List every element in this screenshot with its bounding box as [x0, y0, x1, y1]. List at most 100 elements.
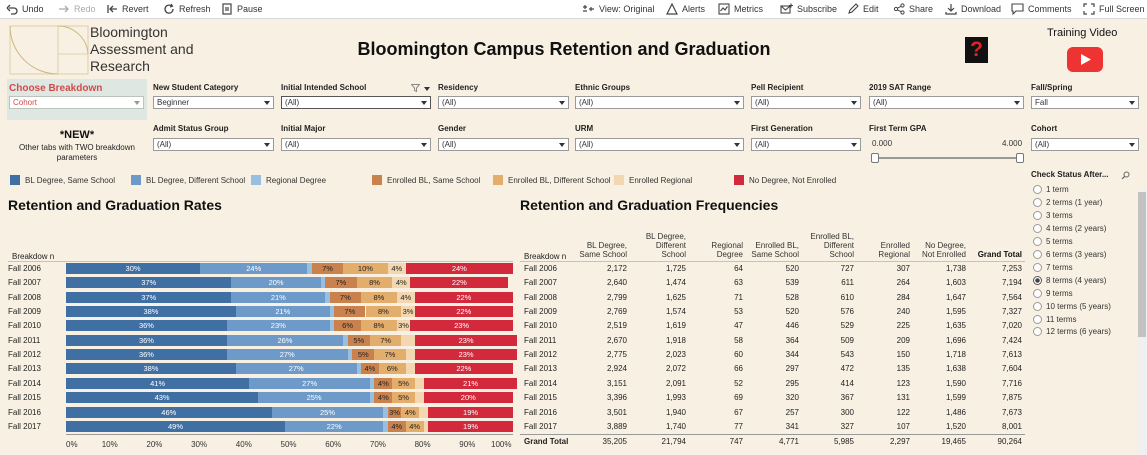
bar-segment[interactable]: [343, 335, 348, 346]
filter-sat-range[interactable]: (All): [869, 96, 1024, 109]
refresh-button[interactable]: Refresh: [163, 3, 211, 16]
bar-segment[interactable]: 7%: [329, 292, 361, 303]
filter-initial-intended-school[interactable]: (All): [281, 96, 431, 109]
bar-segment[interactable]: 4%: [374, 378, 393, 389]
bar-segment[interactable]: 37%: [66, 277, 232, 288]
bar-segment[interactable]: 30%: [66, 263, 201, 274]
bar-segment[interactable]: [405, 349, 415, 360]
bar-segment[interactable]: [325, 292, 330, 303]
status-option[interactable]: 2 terms (1 year): [1033, 197, 1102, 208]
radio-button[interactable]: [1033, 314, 1042, 324]
bar-segment[interactable]: 4%: [396, 292, 415, 303]
bar-segment[interactable]: 4%: [392, 277, 411, 288]
bar-segment[interactable]: 5%: [392, 392, 415, 403]
bar-segment[interactable]: 19%: [428, 421, 513, 432]
bar-segment[interactable]: 22%: [410, 277, 509, 288]
bar-segment[interactable]: 8%: [361, 320, 397, 331]
legend-item[interactable]: Enrolled BL, Same School: [372, 175, 480, 186]
bar-segment[interactable]: 36%: [66, 320, 227, 331]
bar-segment[interactable]: 23%: [414, 349, 518, 360]
bar-segment[interactable]: 22%: [414, 363, 513, 374]
bar-segment[interactable]: [419, 407, 428, 418]
play-video-button[interactable]: [1067, 47, 1103, 72]
bar-segment[interactable]: 8%: [361, 292, 397, 303]
bar-segment[interactable]: 4%: [374, 392, 393, 403]
legend-item[interactable]: Regional Degree: [251, 175, 326, 186]
bar-segment[interactable]: [356, 363, 362, 374]
share-button[interactable]: Share: [893, 3, 933, 16]
redo-button[interactable]: Redo: [58, 3, 96, 16]
bar-segment[interactable]: [370, 378, 375, 389]
filter-menu-icon[interactable]: [424, 87, 430, 91]
bar-segment[interactable]: 24%: [200, 263, 308, 274]
radio-button[interactable]: [1033, 301, 1042, 311]
bar-segment[interactable]: 25%: [271, 407, 384, 418]
filter-admit-status-group[interactable]: (All): [153, 138, 274, 151]
filter-pell-recipient[interactable]: (All): [751, 96, 861, 109]
download-button[interactable]: Download: [945, 3, 1001, 16]
subscribe-button[interactable]: Subscribe: [780, 3, 837, 16]
radio-button[interactable]: [1033, 275, 1042, 285]
radio-button[interactable]: [1033, 327, 1042, 337]
bar-segment[interactable]: 38%: [66, 363, 236, 374]
bar-segment[interactable]: 24%: [405, 263, 513, 274]
bar-segment[interactable]: 46%: [66, 407, 272, 418]
filter-funnel-icon[interactable]: [411, 84, 420, 92]
bar-segment[interactable]: 26%: [226, 335, 344, 346]
search-icon[interactable]: [1121, 171, 1130, 180]
status-option[interactable]: 1 term: [1033, 185, 1069, 195]
alerts-button[interactable]: Alerts: [666, 2, 705, 16]
bar-segment[interactable]: 23%: [226, 320, 330, 331]
bar-segment[interactable]: 22%: [285, 421, 384, 432]
gpa-slider-max-handle[interactable]: [1016, 153, 1024, 163]
bar-segment[interactable]: [423, 421, 429, 432]
bar-segment[interactable]: [383, 407, 388, 418]
radio-button[interactable]: [1033, 262, 1042, 272]
bar-segment[interactable]: 22%: [414, 306, 513, 317]
bar-segment[interactable]: 36%: [66, 349, 227, 360]
filter-gender[interactable]: (All): [438, 138, 569, 151]
bar-segment[interactable]: [370, 392, 375, 403]
status-option[interactable]: 9 terms: [1033, 288, 1073, 299]
fullscreen-button[interactable]: Full Screen: [1083, 3, 1145, 16]
bar-segment[interactable]: 4%: [361, 363, 379, 374]
bar-segment[interactable]: 6%: [334, 320, 361, 331]
legend-item[interactable]: No Degree, Not Enrolled: [734, 175, 836, 186]
bar-segment[interactable]: 4%: [405, 421, 424, 432]
bar-segment[interactable]: 20%: [231, 277, 321, 288]
bar-segment[interactable]: 10%: [343, 263, 388, 274]
bar-segment[interactable]: 4%: [387, 263, 406, 274]
status-option[interactable]: 7 terms: [1033, 262, 1073, 273]
bar-segment[interactable]: [329, 320, 335, 331]
bar-segment[interactable]: [320, 277, 326, 288]
bar-segment[interactable]: 36%: [66, 335, 227, 346]
bar-segment[interactable]: 6%: [378, 363, 406, 374]
bar-segment[interactable]: 8%: [356, 277, 393, 288]
bar-segment[interactable]: 8%: [365, 306, 402, 317]
bar-segment[interactable]: 21%: [231, 292, 326, 303]
status-option[interactable]: 5 terms: [1033, 236, 1073, 247]
bar-segment[interactable]: 3%: [387, 407, 402, 418]
metrics-button[interactable]: Metrics: [718, 3, 763, 16]
radio-button[interactable]: [1033, 185, 1042, 194]
bar-segment[interactable]: [329, 306, 335, 317]
bar-segment[interactable]: [414, 378, 424, 389]
bar-segment[interactable]: 23%: [414, 335, 518, 346]
status-option[interactable]: 12 terms (6 years): [1033, 327, 1111, 337]
radio-button[interactable]: [1033, 223, 1042, 233]
bar-segment[interactable]: 7%: [374, 349, 406, 360]
help-button[interactable]: ?: [965, 37, 988, 63]
breakdown-select[interactable]: Cohort: [9, 96, 144, 109]
bar-segment[interactable]: [307, 263, 312, 274]
bar-segment[interactable]: 5%: [352, 349, 375, 360]
bar-segment[interactable]: [405, 363, 415, 374]
bar-segment[interactable]: 7%: [370, 335, 402, 346]
legend-item[interactable]: BL Degree, Same School: [10, 175, 115, 186]
bar-segment[interactable]: 20%: [423, 392, 513, 403]
scrollbar-thumb[interactable]: [1138, 192, 1146, 337]
status-option[interactable]: 11 terms: [1033, 314, 1077, 325]
bar-segment[interactable]: 19%: [428, 407, 513, 418]
bar-segment[interactable]: 5%: [347, 335, 370, 346]
gpa-slider-min-handle[interactable]: [871, 153, 879, 163]
bar-segment[interactable]: [347, 349, 353, 360]
